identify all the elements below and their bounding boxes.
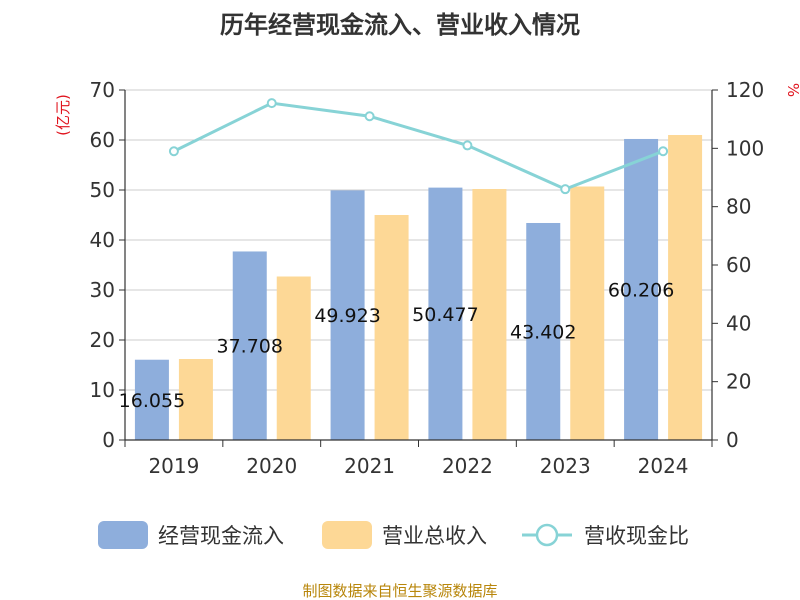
legend-label-ratio: 营收现金比	[584, 524, 689, 548]
ratio-point	[364, 111, 375, 122]
x-tick-label: 2021	[344, 454, 395, 478]
right-tick-label: 60	[726, 253, 751, 277]
ratio-series-line	[173, 101, 664, 191]
right-tick-label: 40	[726, 311, 751, 335]
bar-revenue	[374, 215, 409, 440]
data-label: 43.402	[510, 321, 576, 343]
x-tick-label: 2023	[540, 454, 591, 478]
bar-revenue	[570, 186, 605, 440]
right-tick-label: 100	[726, 136, 764, 160]
bar-cash-inflow	[624, 138, 659, 440]
bar-cash-inflow	[232, 251, 267, 440]
x-tick-label: 2020	[246, 454, 297, 478]
bar-revenue	[472, 189, 507, 440]
data-label: 49.923	[314, 305, 380, 327]
x-tick-label: 2022	[442, 454, 493, 478]
right-tick-label: 120	[726, 78, 764, 102]
left-tick-label: 60	[90, 128, 115, 152]
data-label: 16.055	[119, 390, 185, 412]
left-tick-label: 20	[90, 328, 115, 352]
legend-label-revenue: 营业总收入	[382, 524, 487, 548]
bar-revenue	[178, 359, 213, 440]
data-label: 60.206	[608, 279, 674, 301]
ratio-point	[462, 140, 473, 151]
x-tick-label: 2024	[638, 454, 689, 478]
axes: 0 10 20 30 40 50 60 70 0 20 40 60 80 100 120 2019 2020 20…	[90, 78, 765, 478]
legend-swatch-ratio-marker	[535, 523, 559, 547]
legend: 经营现金流入 营业总收入 营收现金比	[98, 521, 689, 549]
bar-revenue	[668, 135, 703, 440]
right-axis-unit: %	[784, 83, 800, 97]
ratio-point	[168, 146, 179, 157]
data-label: 37.708	[217, 336, 283, 358]
left-tick-label: 50	[90, 178, 115, 202]
bar-revenue	[276, 276, 311, 440]
right-tick-label: 20	[726, 370, 751, 394]
left-tick-label: 30	[90, 278, 115, 302]
bar-cash-inflow	[330, 190, 365, 440]
legend-label-cash: 经营现金流入	[158, 524, 284, 548]
left-axis-unit: (亿元)	[54, 94, 72, 136]
left-tick-label: 10	[90, 378, 115, 402]
ratio-point	[266, 98, 277, 109]
left-tick-label: 0	[102, 428, 115, 452]
x-tick-label: 2019	[148, 454, 199, 478]
right-tick-label: 80	[726, 195, 751, 219]
bar-cash-inflow	[526, 222, 561, 440]
left-tick-label: 40	[90, 228, 115, 252]
bar-cash-inflow	[134, 359, 169, 440]
chart-title: 历年经营现金流入、营业收入情况	[220, 11, 580, 39]
legend-swatch-cash	[98, 521, 148, 549]
bar-cash-inflow	[428, 187, 463, 440]
data-label: 50.477	[412, 304, 478, 326]
bars	[134, 135, 703, 440]
ratio-line	[168, 98, 669, 195]
grid	[125, 89, 712, 391]
ratio-point	[658, 146, 669, 157]
left-tick-label: 70	[90, 78, 115, 102]
ratio-point	[560, 184, 571, 195]
right-tick-label: 0	[726, 428, 739, 452]
legend-swatch-revenue	[322, 521, 372, 549]
data-labels: 16.055 37.708 49.923 50.477 43.402 60.206	[119, 279, 675, 411]
source-note: 制图数据来自恒生聚源数据库	[302, 582, 497, 600]
